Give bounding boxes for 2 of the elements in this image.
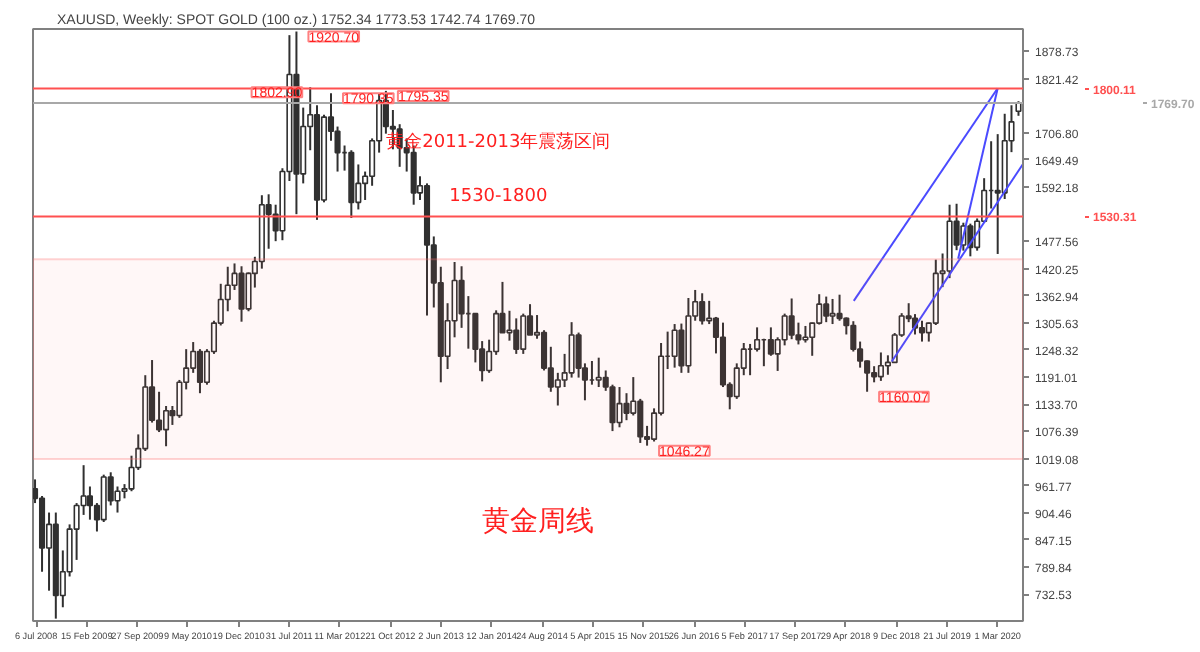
annotation: 1530-1800	[449, 186, 548, 207]
annotation: 黄金周线	[481, 506, 594, 539]
